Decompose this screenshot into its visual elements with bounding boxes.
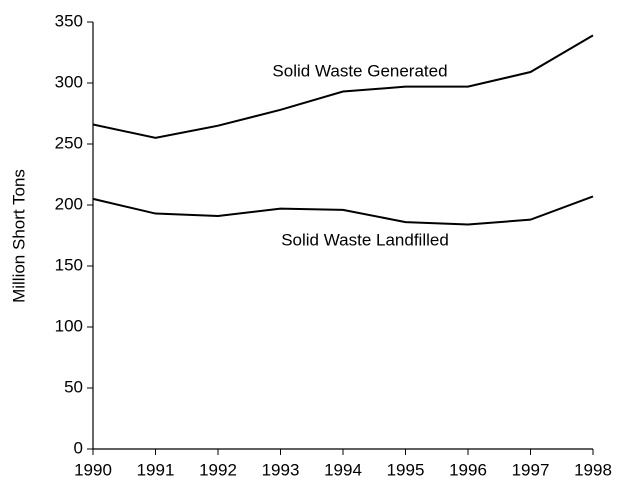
y-tick-label: 150 [55, 255, 83, 274]
y-tick-label: 200 [55, 194, 83, 213]
x-tick-label: 1996 [449, 460, 487, 479]
y-tick-label: 250 [55, 133, 83, 152]
y-tick-label: 50 [64, 377, 83, 396]
x-tick-label: 1994 [324, 460, 362, 479]
y-axis-label: Million Short Tons [9, 169, 28, 303]
y-tick-label: 0 [74, 438, 83, 457]
x-tick-label: 1992 [199, 460, 237, 479]
series-line [92, 195, 594, 226]
x-tick-label: 1995 [387, 460, 425, 479]
y-tick-label: 100 [55, 316, 83, 335]
x-tick-label: 1991 [137, 460, 175, 479]
y-tick-label: 300 [55, 72, 83, 91]
x-tick-label: 1997 [512, 460, 550, 479]
y-tick-label: 350 [55, 11, 83, 30]
series-line [92, 34, 594, 139]
x-tick-label: 1998 [574, 460, 612, 479]
x-tick-label: 1993 [262, 460, 300, 479]
x-tick-label: 1990 [74, 460, 112, 479]
series-label: Solid Waste Landfilled [281, 230, 449, 249]
series-label: Solid Waste Generated [272, 61, 447, 80]
